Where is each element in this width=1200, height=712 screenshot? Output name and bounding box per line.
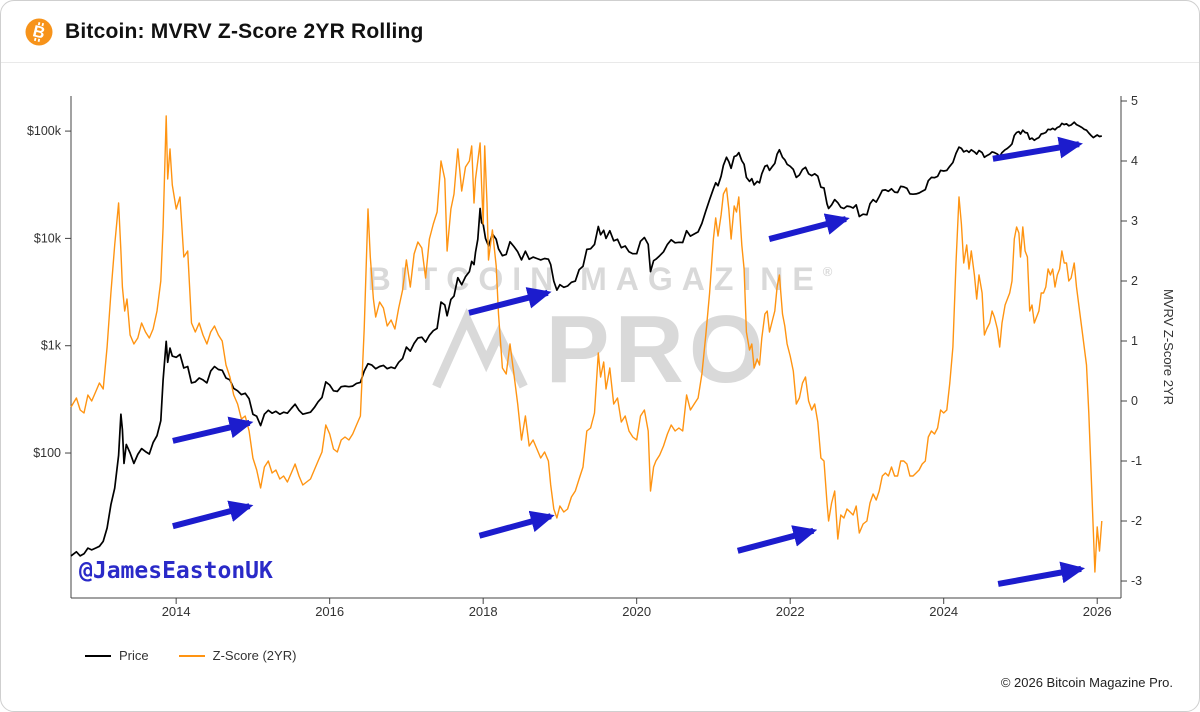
legend-item-zscore[interactable]: Z-Score (2YR) xyxy=(178,648,297,663)
copyright: © 2026 Bitcoin Magazine Pro. xyxy=(1000,675,1173,690)
trend-arrow xyxy=(468,287,552,316)
zscore-line xyxy=(70,115,1103,573)
bitcoin-icon: B xyxy=(25,18,53,45)
chart-area: BITCOIN MAGAZINE® PRO $100k $10k $1k $100 5 4… xyxy=(1,63,1199,618)
zscore-line-swatch xyxy=(178,654,205,657)
year-tick-label: 2026 xyxy=(1083,604,1112,618)
watermark: BITCOIN MAGAZINE® PRO xyxy=(1,261,1199,398)
chart-header: B Bitcoin: MVRV Z-Score 2YR Rolling xyxy=(1,1,1199,63)
price-tick-label: $1k xyxy=(41,339,62,353)
zscore-tick-label: -1 xyxy=(1131,454,1142,468)
year-tick-label: 2014 xyxy=(162,604,191,618)
zscore-tick-label: 5 xyxy=(1131,94,1138,108)
watermark-text-pro: PRO xyxy=(545,296,769,403)
year-tick-label: 2022 xyxy=(776,604,805,618)
bitcoin-b-glyph: B xyxy=(31,22,47,42)
page-title: Bitcoin: MVRV Z-Score 2YR Rolling xyxy=(65,19,424,43)
zscore-tick-label: 3 xyxy=(1131,214,1138,228)
zscore-tick-label: 4 xyxy=(1131,154,1138,168)
right-axis-title: MVRV Z-Score 2YR xyxy=(1161,289,1176,405)
legend-label-zscore: Z-Score (2YR) xyxy=(212,648,297,663)
registered-mark: ® xyxy=(822,264,833,279)
bitcoin-magazine-pro-logo-icon xyxy=(432,308,529,389)
legend-item-price[interactable]: Price xyxy=(85,648,149,663)
trend-arrow xyxy=(478,510,555,539)
trend-arrow xyxy=(172,500,254,530)
year-tick-label: 2016 xyxy=(315,604,344,618)
mvrv-chart-svg[interactable]: $100k $10k $1k $100 5 4 3 2 1 0 -1 -2 -3 2014 2016 2018… xyxy=(1,63,1199,618)
year-tick-label: 2020 xyxy=(622,604,651,618)
year-tick-label: 2018 xyxy=(469,604,498,618)
legend-label-price: Price xyxy=(119,648,149,663)
trend-arrow xyxy=(768,213,850,242)
year-tick-label: 2024 xyxy=(929,604,958,618)
trend-arrow xyxy=(736,525,818,554)
chart-legend: Price Z-Score (2YR) xyxy=(85,648,1199,663)
price-line-swatch xyxy=(85,654,111,657)
price-tick-label: $10k xyxy=(34,231,62,245)
zscore-tick-label: 0 xyxy=(1131,394,1138,408)
zscore-tick-label: -2 xyxy=(1131,514,1142,528)
trend-arrow xyxy=(172,416,254,444)
zscore-tick-label: -3 xyxy=(1131,574,1142,588)
trend-arrow xyxy=(997,561,1086,587)
price-line xyxy=(70,121,1102,557)
zscore-tick-label: 2 xyxy=(1131,274,1138,288)
twitter-handle: @JamesEastonUK xyxy=(79,558,273,584)
zscore-tick-label: 1 xyxy=(1131,334,1138,348)
trend-arrow xyxy=(992,136,1083,162)
watermark-text-top: BITCOIN MAGAZINE® xyxy=(367,261,833,297)
price-tick-label: $100k xyxy=(27,124,62,138)
price-tick-label: $100 xyxy=(33,446,61,460)
